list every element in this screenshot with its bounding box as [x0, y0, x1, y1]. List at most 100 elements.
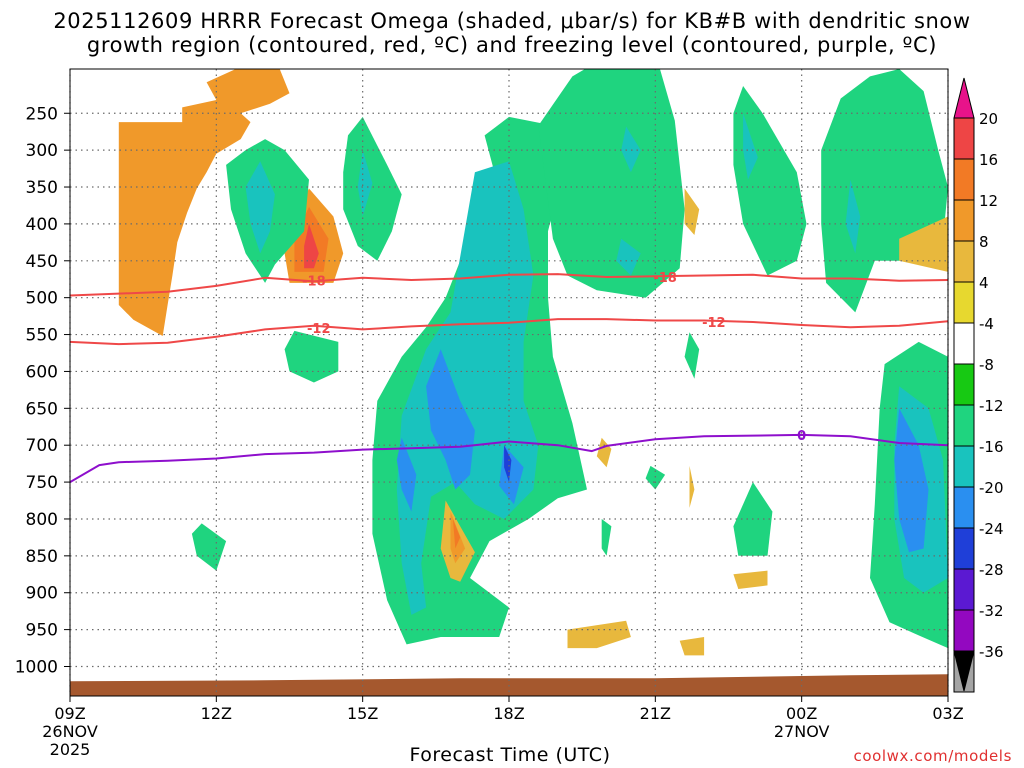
omega-region-22 [567, 620, 631, 649]
omega-region-25 [601, 519, 612, 556]
contour-labels: -18 -18 -12 -12 0 [302, 271, 806, 444]
colorbar-box-8 [953, 404, 975, 447]
omega-region-16 [396, 437, 417, 512]
colorbar-box-13 [953, 609, 975, 652]
omega-region-5 [245, 161, 275, 254]
contour-layer [70, 273, 948, 483]
omega-region-14 [616, 238, 641, 276]
colorbar-box-1 [953, 117, 975, 160]
colorbar-box-3 [953, 199, 975, 242]
omega-region-39 [894, 408, 929, 553]
xtick-label-00Z: 00Z [786, 704, 817, 723]
ytick-label-500: 500 [26, 289, 58, 309]
xtick-date-27NOV: 27NOV [774, 722, 830, 741]
ytick-label-600: 600 [26, 362, 58, 382]
ytick-label-900: 900 [26, 584, 58, 604]
ytick-label-750: 750 [26, 473, 58, 493]
colorbar-label--16: -16 [979, 438, 1004, 456]
xtick-label-03Z: 03Z [932, 704, 963, 723]
colorbar-box-6 [953, 322, 975, 365]
colorbar-box-12 [953, 568, 975, 611]
colorbar-box-11 [953, 527, 975, 570]
omega-region-23 [596, 437, 612, 468]
dendritic-label--18-b: -18 [653, 271, 677, 286]
ytick-label-250: 250 [26, 104, 58, 124]
omega-region-33 [743, 113, 758, 180]
colorbar-label--24: -24 [979, 520, 1004, 538]
ytick-label-550: 550 [26, 326, 58, 346]
xtick-label-21Z: 21Z [640, 704, 671, 723]
ytick-label-300: 300 [26, 141, 58, 161]
colorbar-label--4: -4 [979, 315, 994, 333]
colorbar-box-10 [953, 486, 975, 529]
omega-region-28 [689, 465, 695, 508]
dendritic-label--18-a: -18 [302, 275, 326, 290]
omega-region-30 [733, 570, 768, 589]
gridlines [69, 69, 949, 696]
omega-region-6 [343, 116, 402, 261]
colorbar: 20 16 12 8 4 -4 -8 -12 -16 -20 -24 -28 -32 -36 [953, 77, 1004, 693]
omega-region-21 [452, 519, 461, 549]
ytick-label-800: 800 [26, 510, 58, 530]
omega-region-0 [118, 69, 290, 336]
omega-region-8 [284, 330, 339, 383]
colorbar-top-arrow [953, 77, 975, 119]
x-axis-label: Forecast Time (UTC) [409, 744, 611, 766]
omega-region-11 [538, 69, 685, 298]
omega-region-32 [733, 86, 807, 276]
omega-region-27 [684, 332, 700, 379]
omega-region-7 [357, 150, 373, 217]
colorbar-label-8: 8 [979, 233, 989, 251]
colorbar-label--20: -20 [979, 479, 1004, 497]
ytick-label-650: 650 [26, 399, 58, 419]
omega-region-24 [645, 465, 666, 490]
omega-region-35 [845, 179, 861, 254]
chart-title-line-2: growth region (contoured, red, ºC) and f… [86, 33, 938, 57]
colorbar-label--8: -8 [979, 356, 994, 374]
omega-shading-layer [118, 69, 948, 656]
omega-region-9 [191, 523, 227, 571]
colorbar-box-9 [953, 445, 975, 488]
colorbar-label-4: 4 [979, 274, 989, 292]
colorbar-label--36: -36 [979, 643, 1004, 661]
credit-text: coolwx.com/models [853, 747, 1012, 765]
ytick-label-450: 450 [26, 252, 58, 272]
colorbar-box-2 [953, 158, 975, 201]
ytick-label-1000: 1000 [15, 657, 58, 677]
colorbar-label--32: -32 [979, 602, 1004, 620]
y-axis-ticks: 250 300 350 400 450 500 550 600 650 700 750 800 850 9… [15, 104, 70, 677]
dendritic-label--12-a: -12 [307, 322, 331, 337]
colorbar-label-20: 20 [979, 110, 998, 128]
xtick-label-12Z: 12Z [201, 704, 232, 723]
omega-region-29 [679, 637, 705, 656]
colorbar-box-4 [953, 240, 975, 283]
dendritic-label--12-b: -12 [702, 316, 726, 331]
colorbar-label--12: -12 [979, 397, 1004, 415]
colorbar-label--28: -28 [979, 561, 1004, 579]
xtick-label-18Z: 18Z [493, 704, 524, 723]
ytick-label-700: 700 [26, 436, 58, 456]
colorbar-box-7 [953, 363, 975, 406]
xtick-year-2025: 2025 [50, 740, 91, 759]
omega-region-3 [304, 223, 319, 269]
omega-region-13 [621, 126, 641, 173]
omega-region-36 [899, 216, 948, 272]
freezing-level-contour [70, 433, 948, 483]
xtick-date-26NOV: 26NOV [42, 722, 98, 741]
ytick-label-400: 400 [26, 215, 58, 235]
ytick-label-350: 350 [26, 178, 58, 198]
omega-region-15 [426, 349, 475, 490]
omega-region-26 [684, 188, 700, 235]
xtick-label-09Z: 09Z [54, 704, 85, 723]
colorbar-label-12: 12 [979, 192, 998, 210]
ytick-label-850: 850 [26, 547, 58, 567]
omega-region-18 [504, 445, 512, 483]
colorbar-box-5 [953, 281, 975, 324]
colorbar-label-16: 16 [979, 151, 998, 169]
ytick-label-950: 950 [26, 621, 58, 641]
omega-region-34 [821, 69, 948, 313]
xtick-label-15Z: 15Z [347, 704, 378, 723]
colorbar-bottom-arrow [953, 650, 975, 692]
